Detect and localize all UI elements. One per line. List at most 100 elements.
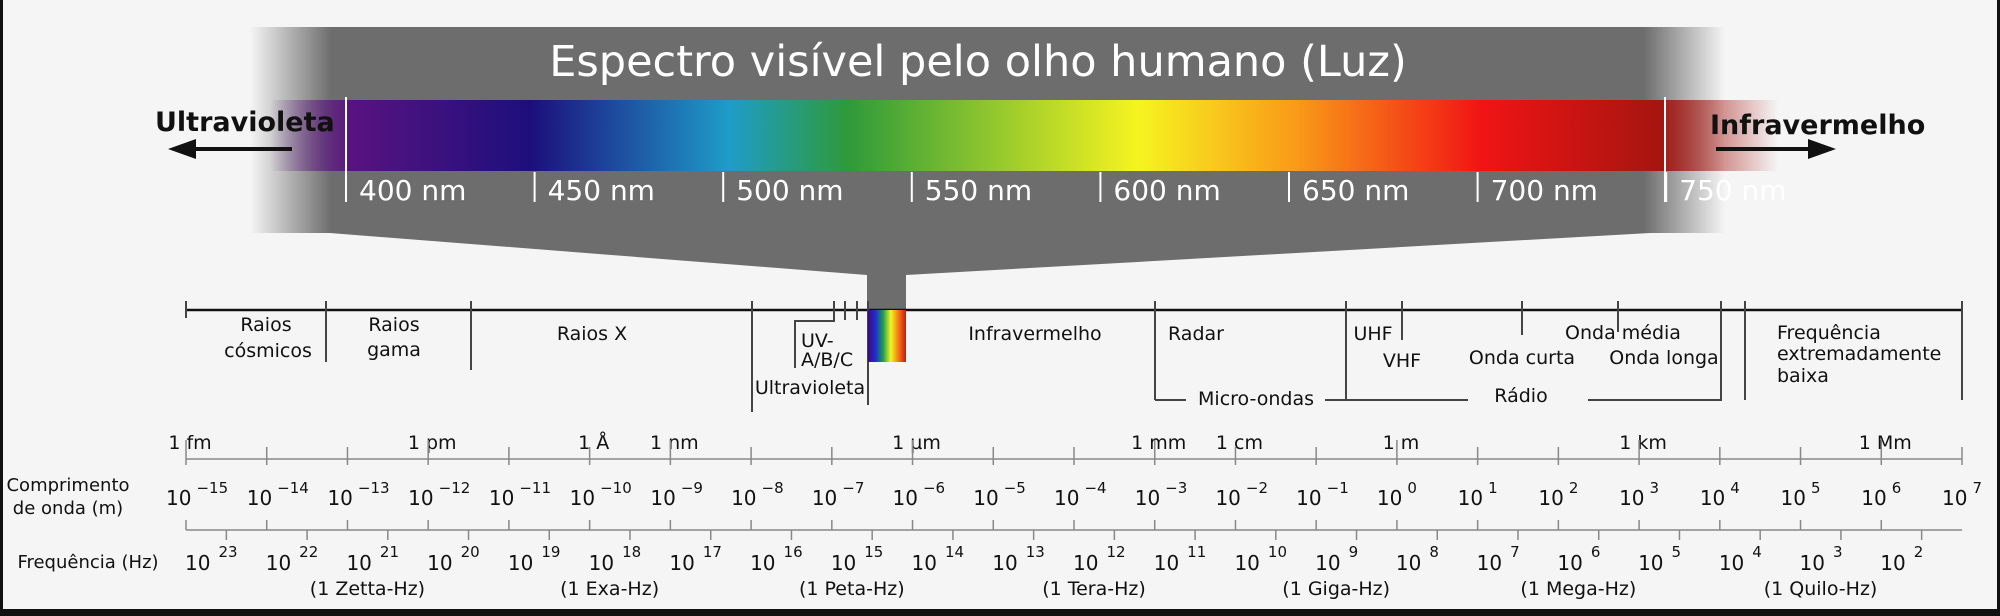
frequency-exponent: 2 [1914,543,1924,561]
panel-funnel [330,233,1650,275]
frequency-axis: Frequência (Hz) 10 23 10 22 10 21 10 20 10 19 10 18… [17,520,1962,600]
uv-abc-label-line2: A/B/C [801,349,853,371]
frequency-base: 10 [1880,551,1905,575]
wavelength-exponent: 2 [1569,479,1579,497]
frequency-exponent: 19 [541,543,560,561]
wavelength-exponent: −3 [1165,479,1187,497]
length-unit-label: 1 µm [892,432,941,454]
frequency-exponent: 18 [622,543,641,561]
frequency-label: 10 14 [912,543,965,575]
frequency-named-unit: (1 Exa-Hz) [560,578,659,600]
wavelength-exponent: 1 [1488,479,1498,497]
frequency-base: 10 [346,551,371,575]
frequency-label: 10 13 [992,543,1045,575]
x-rays-label: Raios X [557,323,627,345]
frequency-base: 10 [831,551,856,575]
frequency-label: 10 4 [1719,543,1762,575]
frequency-base: 10 [1638,551,1663,575]
length-unit-label: 1 fm [168,432,211,454]
frequency-label: 10 10 [1234,543,1287,575]
frequency-label: 10 6 [1557,543,1600,575]
wavelength-exponent: −8 [762,479,784,497]
length-unit-label: 1 m [1383,432,1420,454]
mediumwave-label: Onda média [1565,322,1681,344]
wavelength-label: 10 −6 [893,479,946,510]
ultraviolet-label: Ultravioleta [155,107,335,138]
infrared-label: Infravermelho [1710,110,1925,141]
frequency-base: 10 [1234,551,1259,575]
wavelength-exponent: −6 [923,479,945,497]
wavelength-base: 10 [731,486,756,510]
frequency-label: 10 21 [346,543,399,575]
ultraviolet-arrow-icon [168,139,196,159]
wavelength-base: 10 [1054,486,1079,510]
wavelength-label: 10 −11 [489,479,551,510]
wavelength-exponent: −12 [439,479,471,497]
wavelength-exponent: −9 [681,479,703,497]
radio-bracket [1588,301,1722,401]
length-unit-label: 1 mm [1131,432,1186,454]
ir-fade [1666,100,1778,171]
wavelength-label: 10 −15 [166,479,228,510]
frequency-exponent: 12 [1106,543,1125,561]
frequency-label: 10 3 [1800,543,1843,575]
wavelength-exponent-labels: 10 −15 10 −14 10 −13 10 −12 10 −11 10 −10 10 −9 10 −8 10… [166,479,1982,510]
wavelength-base: 10 [166,486,191,510]
wavelength-label: 10 3 [1619,479,1659,510]
frequency-label: 10 18 [589,543,642,575]
wavelength-exponent: 5 [1811,479,1821,497]
radar-label: Radar [1168,323,1224,345]
nm-tick-label: 550 nm [925,174,1032,207]
elf-label-line3: baixa [1777,365,1829,387]
frequency-label: 10 2 [1880,543,1923,575]
frequency-base: 10 [992,551,1017,575]
wavelength-label: 10 −13 [327,479,389,510]
frequency-base: 10 [1477,551,1502,575]
wavelength-label: 10 4 [1700,479,1740,510]
frequency-exponent: 16 [784,543,803,561]
wavelength-exponent: −11 [519,479,551,497]
wavelength-exponent: −1 [1327,479,1349,497]
frequency-exponent: 8 [1429,543,1439,561]
microwaves-label: Micro-ondas [1198,388,1314,410]
frequency-exponent: 15 [864,543,883,561]
frequency-base: 10 [1800,551,1825,575]
frequency-label: 10 9 [1315,543,1358,575]
frequency-named-unit: (1 Zetta-Hz) [310,578,425,600]
vhf-label: VHF [1383,350,1421,372]
wavelength-exponent: 4 [1730,479,1740,497]
length-unit-label: 1 nm [650,432,699,454]
frequency-label: 10 23 [185,543,238,575]
frequency-named-unit: (1 Quilo-Hz) [1764,578,1878,600]
wavelength-exponent: −10 [600,479,632,497]
longwave-label: Onda longa [1609,347,1718,369]
frequency-label: 10 15 [831,543,884,575]
wavelength-label: 10 −14 [247,479,309,510]
infrared-region-label: Infravermelho [968,323,1101,345]
wavelength-axis-label-line1: Comprimento [6,475,129,496]
wavelength-exponent: 7 [1972,479,1982,497]
frequency-base: 10 [1396,551,1421,575]
gamma-rays-label-line2: gama [367,339,421,361]
frequency-label: 10 16 [750,543,803,575]
frequency-exponent: 4 [1752,543,1762,561]
frequency-base: 10 [266,551,291,575]
nm-tick-label: 400 nm [359,174,466,207]
visible-spectrum-title: Espectro visível pelo olho humano (Luz) [549,37,1407,87]
frequency-label: 10 12 [1073,543,1126,575]
wavelength-exponent: −13 [358,479,390,497]
wavelength-base: 10 [1215,486,1240,510]
wavelength-axis-label-line2: de onda (m) [13,498,123,519]
wavelength-base: 10 [1538,486,1563,510]
frequency-base: 10 [669,551,694,575]
wavelength-exponent: −15 [196,479,228,497]
wavelength-base: 10 [327,486,352,510]
wavelength-base: 10 [1700,486,1725,510]
frequency-label: 10 8 [1396,543,1439,575]
length-unit-labels: 1 fm 1 pm 1 Å 1 nm 1 µm 1 mm 1 cm 1 m 1 km 1 Mm [168,431,1911,454]
wavelength-label: 10 −7 [812,479,865,510]
uhf-label: UHF [1353,323,1392,345]
elf-label-line2: extremadamente [1777,343,1941,365]
frequency-exponent: 6 [1591,543,1601,561]
wavelength-base: 10 [1942,486,1967,510]
